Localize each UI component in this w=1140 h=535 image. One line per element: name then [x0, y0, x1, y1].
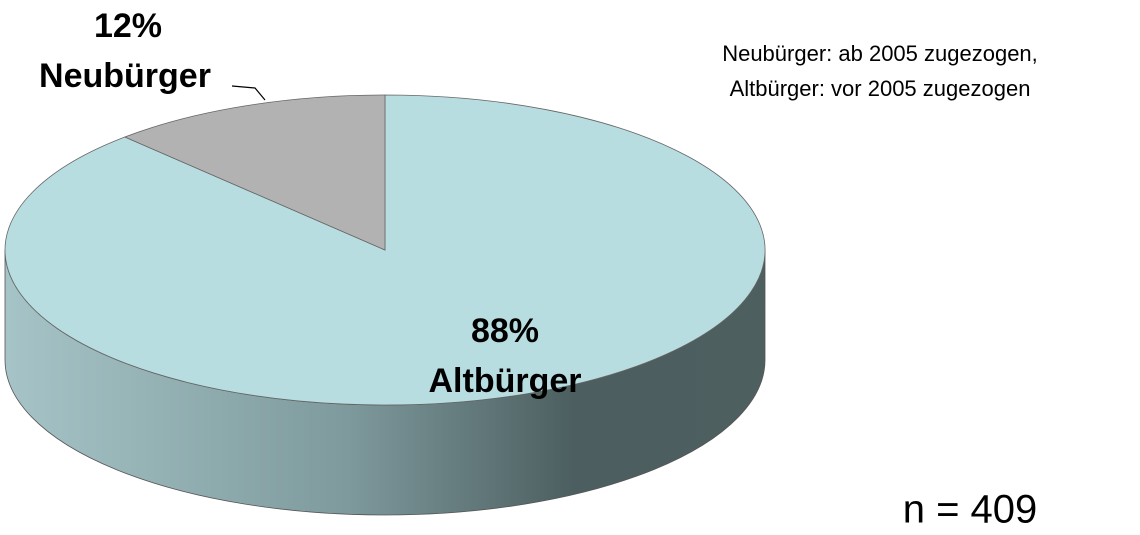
annotation: Altbürger: vor 2005 zugezogen	[730, 76, 1031, 101]
annotation: Neubürger: ab 2005 zugezogen,	[722, 41, 1038, 66]
data-label: 88%	[471, 312, 539, 350]
pie	[5, 95, 765, 515]
chart: 12% Neubürger 88% Altbürger Neubürger: a…	[0, 0, 1140, 535]
data-label: 12%	[94, 7, 162, 45]
category-label: Altbürger	[429, 362, 582, 400]
category-label: Neubürger	[39, 57, 211, 95]
sample-size: n = 409	[903, 488, 1038, 532]
